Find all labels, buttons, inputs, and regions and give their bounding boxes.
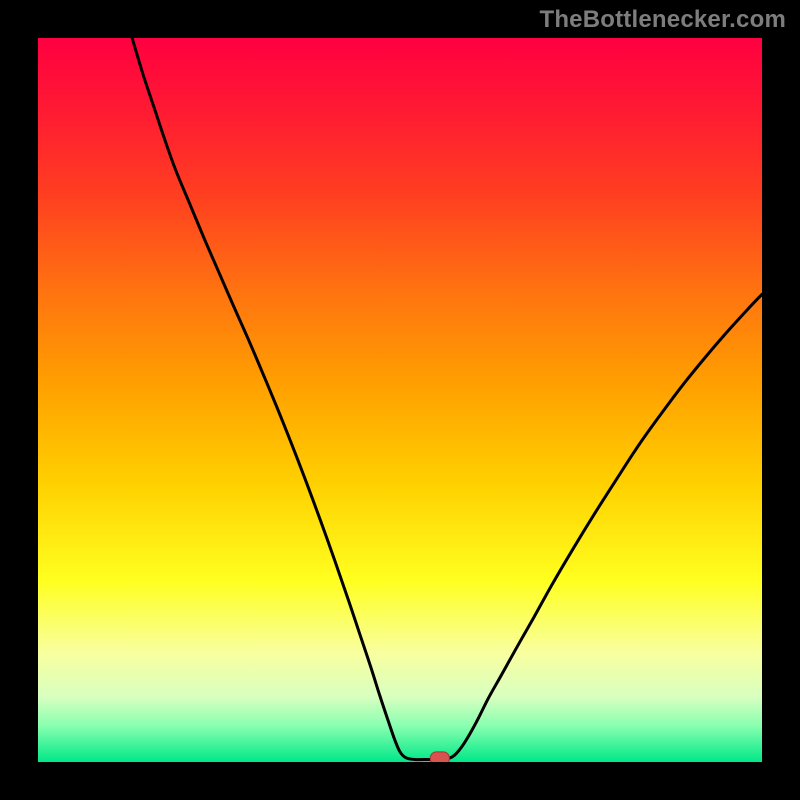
bottleneck-curve-plot bbox=[38, 38, 762, 762]
optimal-point-marker bbox=[430, 752, 449, 762]
chart-stage: TheBottlenecker.com bbox=[0, 0, 800, 800]
plot-background bbox=[38, 38, 762, 762]
watermark-text: TheBottlenecker.com bbox=[539, 6, 786, 34]
